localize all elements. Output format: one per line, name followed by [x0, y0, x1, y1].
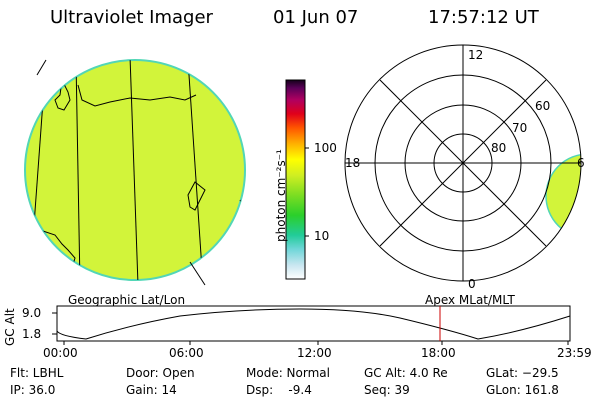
geographic-image [24, 59, 246, 286]
altitude-xtick-label: 23:59 [557, 346, 592, 360]
polar-lat-label: 80 [491, 141, 507, 155]
header-time: 17:57:12 UT [428, 7, 539, 28]
altitude-xtick-label: 18:00 [421, 346, 456, 360]
meridian-line [36, 59, 47, 76]
meridian-line [129, 60, 139, 280]
info-dsp: Dsp: -9.4 [246, 383, 312, 397]
colorbar-tick-label: 10 [314, 229, 330, 243]
altitude-ylabel: GC Alt [3, 308, 17, 346]
meridian-line [187, 60, 204, 280]
meridian-line [189, 261, 206, 286]
altitude-frame [56, 305, 571, 342]
coastline [54, 78, 71, 111]
colorbar-unit-label: photon cm⁻²s⁻¹ [274, 149, 288, 242]
header-date: 01 Jun 07 [273, 7, 359, 28]
info-glon: GLon: 161.8 [486, 383, 559, 397]
altitude-ytick-label: 9.0 [22, 306, 42, 320]
info-gain: Gain: 14 [126, 383, 177, 397]
info-door: Door: Open [126, 366, 195, 380]
app-title: Ultraviolet Imager [50, 7, 213, 28]
altitude-xtick-label: 12:00 [297, 346, 332, 360]
polar-hour-label: 12 [468, 48, 484, 62]
coastline [187, 181, 206, 211]
info-ip: IP: 36.0 [10, 383, 56, 397]
info-mode: Mode: Normal [246, 366, 330, 380]
meridian-line [75, 60, 81, 280]
altitude-xtick-label: 00:00 [43, 346, 78, 360]
polar-lat-label: 70 [512, 121, 528, 135]
altitude-ytick-label: 1.8 [22, 327, 42, 341]
polar-plot [344, 44, 582, 282]
altitude-xtick-label: 06:00 [169, 346, 204, 360]
info-filter: Flt: LBHL [10, 366, 64, 380]
info-seq: Seq: 39 [364, 383, 410, 397]
polar-axis [379, 79, 547, 247]
apex-label: Apex MLat/MLT [425, 293, 515, 307]
colorbar-tick-label: 100 [314, 141, 337, 155]
polar-hour-label: 6 [577, 156, 585, 170]
colorbar [285, 79, 309, 280]
earth-disk [24, 59, 246, 281]
altitude-orbit-curve [56, 308, 571, 340]
polar-hour-label: 0 [468, 277, 476, 291]
info-gc-alt: GC Alt: 4.0 Re [364, 366, 448, 380]
info-glat: GLat: −29.5 [486, 366, 559, 380]
altitude-plot [52, 305, 571, 345]
colorbar-gradient [285, 79, 306, 280]
geographic-label: Geographic Lat/Lon [68, 293, 186, 307]
coastline [77, 84, 197, 107]
polar-lat-label: 60 [535, 99, 551, 113]
polar-image-patch [545, 153, 581, 239]
polar-hour-label: 18 [345, 156, 361, 170]
